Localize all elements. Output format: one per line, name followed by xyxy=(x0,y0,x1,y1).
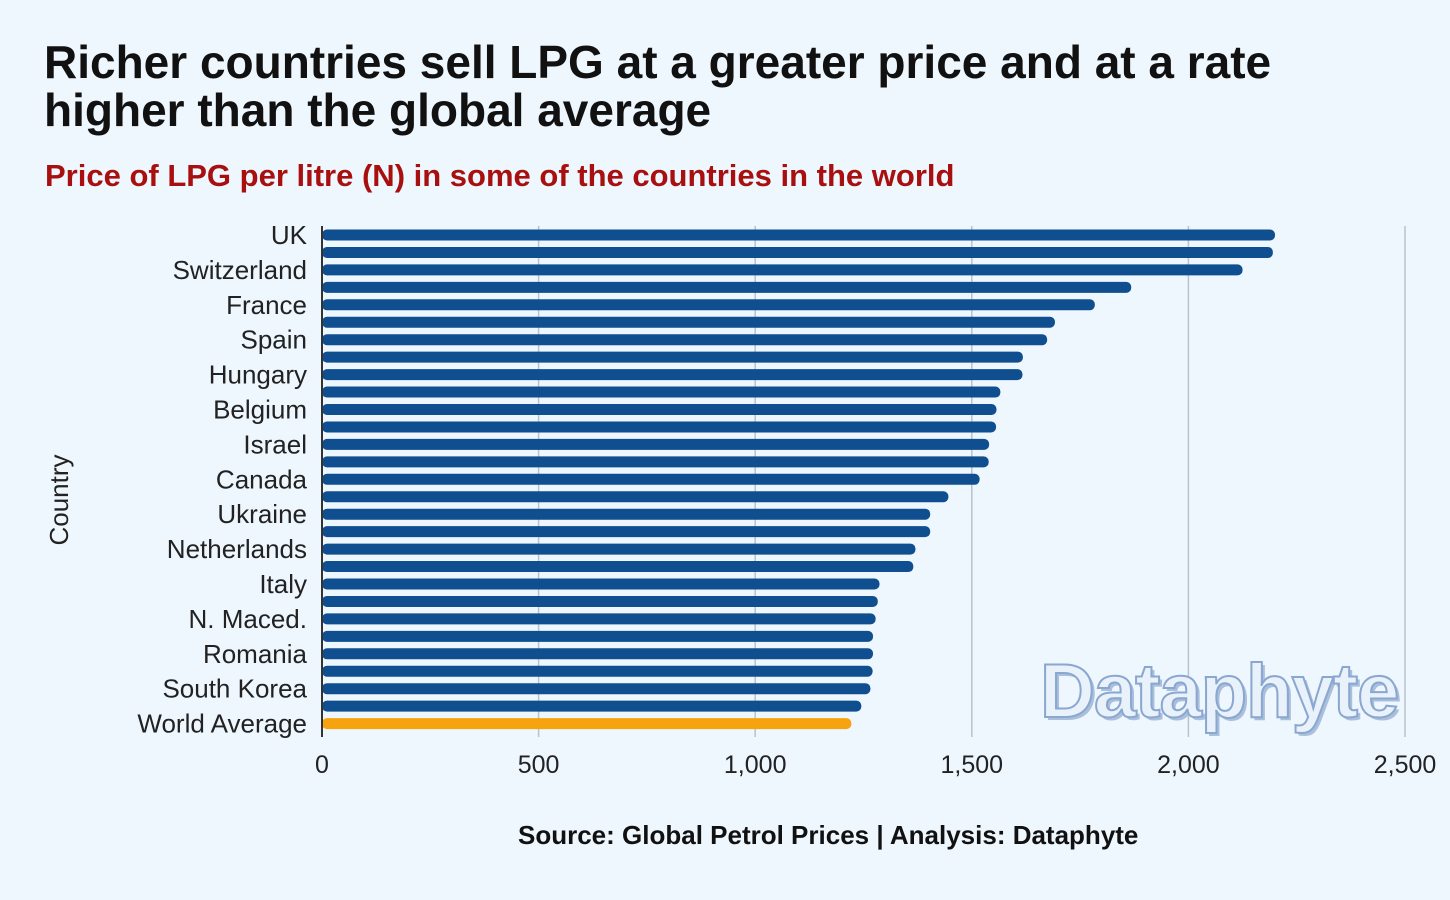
bar xyxy=(322,543,916,555)
category-label: World Average xyxy=(137,709,307,739)
dataphyte-watermark: Dataphyte xyxy=(1039,648,1400,735)
bar xyxy=(322,595,878,607)
bar xyxy=(322,246,1273,258)
chart-subtitle: Price of LPG per litre (N) in some of th… xyxy=(45,158,955,193)
category-label: Italy xyxy=(259,569,307,599)
bar xyxy=(322,351,1023,363)
x-tick-labels: 0 500 1,000 1,500 2,000 2,500 xyxy=(315,751,1436,779)
category-label: Switzerland xyxy=(173,255,307,285)
chart-title: Richer countries sell LPG at a greater p… xyxy=(44,36,1272,136)
category-label: Belgium xyxy=(213,395,307,425)
category-label: UK xyxy=(271,220,308,250)
bars xyxy=(322,229,1276,730)
bar xyxy=(322,264,1243,276)
bar xyxy=(322,334,1048,346)
category-label: N. Maced. xyxy=(189,604,308,634)
bar xyxy=(322,718,852,730)
bar xyxy=(322,404,997,415)
bar xyxy=(322,526,931,538)
x-tick-label: 1,500 xyxy=(941,751,1004,779)
bar xyxy=(322,281,1132,293)
bar xyxy=(322,648,874,660)
x-tick-label: 2,500 xyxy=(1374,751,1437,779)
bar xyxy=(322,229,1276,241)
x-tick-label: 500 xyxy=(518,751,560,779)
category-label: South Korea xyxy=(162,674,307,704)
bar xyxy=(322,369,1023,381)
y-axis-label: Country xyxy=(44,454,74,545)
bar xyxy=(322,665,873,677)
bar xyxy=(322,421,997,433)
bar xyxy=(322,683,871,695)
category-label: France xyxy=(226,290,307,320)
bar xyxy=(322,561,914,573)
category-label: Israel xyxy=(243,429,307,459)
bar xyxy=(322,438,990,450)
category-label: Hungary xyxy=(209,360,307,390)
bar xyxy=(322,316,1055,328)
category-label: Romania xyxy=(203,639,308,669)
category-label: Ukraine xyxy=(217,499,307,529)
x-tick-label: 0 xyxy=(315,751,329,779)
bar xyxy=(322,473,980,485)
category-label: Spain xyxy=(241,325,308,355)
bar xyxy=(322,613,876,625)
source-note: Source: Global Petrol Prices | Analysis:… xyxy=(518,820,1139,850)
bar xyxy=(322,456,989,468)
bar xyxy=(322,491,949,503)
category-labels: UK Switzerland France Spain Hungary Belgium Is… xyxy=(137,220,307,739)
category-label: Canada xyxy=(216,464,308,494)
x-tick-label: 2,000 xyxy=(1157,751,1220,779)
bar xyxy=(322,578,880,590)
bar xyxy=(322,386,1001,398)
bar xyxy=(322,508,931,520)
bar xyxy=(322,700,862,712)
bar xyxy=(322,299,1095,311)
bar xyxy=(322,630,874,642)
category-label: Netherlands xyxy=(167,534,307,564)
x-tick-label: 1,000 xyxy=(724,751,787,779)
